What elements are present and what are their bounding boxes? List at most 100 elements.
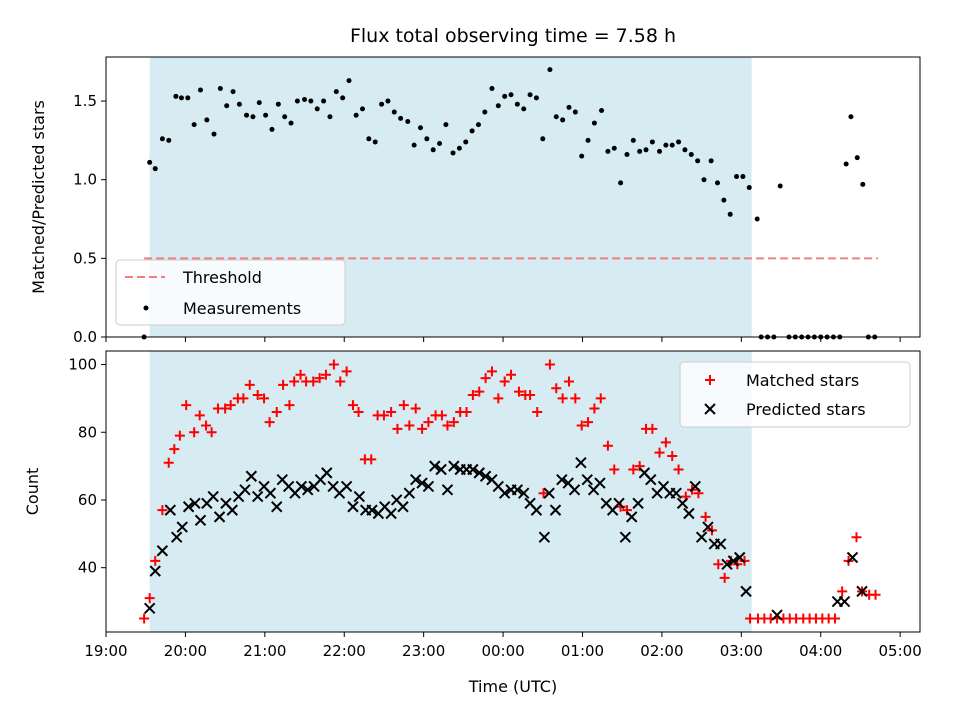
matched-star-point <box>150 555 161 566</box>
measurement-point <box>708 158 714 164</box>
legend-matched-marker <box>705 375 715 385</box>
matched-star-point <box>201 420 212 431</box>
measurement-point <box>727 211 733 217</box>
bottom-x-tick-label: 01:00 <box>561 642 604 660</box>
top-y-tick-label: 1.0 <box>73 171 97 189</box>
matched-star-point <box>474 386 485 397</box>
predicted-star-point <box>714 538 727 550</box>
predicted-star-point <box>613 497 625 510</box>
predicted-star-point <box>366 504 378 516</box>
predicted-star-point <box>213 511 226 523</box>
matched-star-point <box>335 376 346 387</box>
measurement-point <box>269 126 275 132</box>
measurement-point <box>456 145 462 151</box>
matched-star-point <box>480 373 491 384</box>
predicted-star-point <box>207 490 219 503</box>
predicted-star-point <box>740 585 752 598</box>
predicted-star-point <box>239 484 251 496</box>
measurement-point <box>508 92 514 98</box>
predicted-star-point <box>530 504 543 516</box>
matched-star-point <box>225 400 236 411</box>
predicted-star-point <box>498 487 511 499</box>
matched-star-point <box>830 613 841 624</box>
matched-star-point <box>595 393 606 404</box>
measurement-point <box>669 142 675 148</box>
top-axes-frame <box>105 56 921 338</box>
measurement-point <box>204 117 210 123</box>
matched-star-point <box>557 393 568 404</box>
predicted-star-point <box>771 609 783 621</box>
bottom-x-tick-label: 03:00 <box>720 642 763 660</box>
matched-star-point <box>308 376 319 387</box>
measurement-point <box>754 216 760 222</box>
predicted-star-point <box>575 457 587 469</box>
legend-measurements-label: Measurements <box>183 299 301 318</box>
predicted-star-point <box>143 602 156 615</box>
measurement-point <box>424 136 430 142</box>
matched-star-point <box>320 369 331 380</box>
matched-star-point <box>851 532 862 543</box>
matched-star-point <box>157 505 168 516</box>
predicted-star-point <box>397 501 409 513</box>
measurement-point <box>166 137 172 143</box>
predicted-star-point <box>302 484 314 496</box>
measurement-point <box>682 147 688 153</box>
bottom-x-tick-label: 02:00 <box>640 642 683 660</box>
measurement-point <box>275 101 281 107</box>
matched-star-point <box>673 464 684 475</box>
measurement-point <box>398 115 404 121</box>
measurement-point <box>585 137 591 143</box>
predicted-star-point <box>410 473 422 486</box>
matched-star-point <box>713 559 724 570</box>
measurement-point <box>147 159 153 165</box>
matched-star-point <box>271 406 282 417</box>
measurement-point <box>217 85 223 91</box>
predicted-star-point <box>556 473 568 486</box>
measurement-point <box>495 103 501 109</box>
top-x-ticks <box>105 337 901 342</box>
predicted-star-point <box>403 487 416 499</box>
measurement-point <box>475 122 481 128</box>
matched-star-point <box>404 420 415 431</box>
matched-star-point <box>174 430 185 441</box>
measurement-point <box>591 120 597 126</box>
matched-star-point <box>870 589 881 600</box>
measurement-point <box>417 125 423 131</box>
top-legend: Threshold Measurements <box>115 259 346 326</box>
measurement-point <box>353 112 359 118</box>
predicted-star-point <box>176 521 188 533</box>
measurement-points <box>141 67 878 340</box>
measurement-point <box>430 147 436 153</box>
measurement-point <box>848 114 854 120</box>
matched-star-point <box>544 359 555 370</box>
predicted-star-point <box>581 473 593 486</box>
bottom-x-tick-label: 21:00 <box>243 642 286 660</box>
matched-star-point <box>448 417 459 428</box>
legend-threshold-label: Threshold <box>182 268 262 287</box>
predicted-star-point <box>416 477 428 489</box>
matched-star-point <box>194 410 205 421</box>
measurement-point <box>572 109 578 115</box>
matched-star-point <box>461 406 472 417</box>
matched-star-point <box>295 369 306 380</box>
measurement-point <box>657 148 663 154</box>
predicted-star-point <box>838 595 851 608</box>
bottom-x-tick-label: 00:00 <box>481 642 524 660</box>
measurement-point <box>579 153 585 159</box>
matched-star-point <box>284 400 295 411</box>
bottom-x-axis-label: Time (UTC) <box>468 677 557 696</box>
measurement-point <box>178 95 184 101</box>
matched-star-point <box>181 400 192 411</box>
predicted-star-point <box>473 467 485 479</box>
matched-star-point <box>252 390 263 401</box>
legend-predicted-swatch <box>704 403 716 415</box>
predicted-star-point <box>676 497 689 510</box>
matched-star-point <box>654 447 665 458</box>
predicted-star-point <box>149 565 161 577</box>
matched-star-point <box>144 593 155 604</box>
matched-star-point <box>206 427 217 438</box>
predicted-star-point <box>479 470 492 482</box>
measurement-point <box>489 85 495 91</box>
measurement-point <box>159 136 165 142</box>
bottom-x-tick-label: 23:00 <box>402 642 445 660</box>
